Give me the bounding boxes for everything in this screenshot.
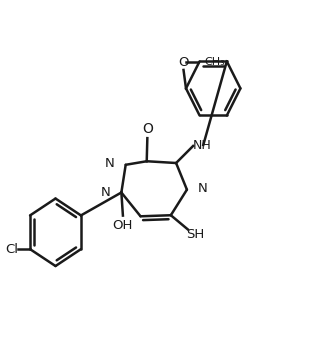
Text: OH: OH (113, 219, 133, 232)
Text: Cl: Cl (5, 243, 18, 256)
Text: CH₃: CH₃ (205, 57, 225, 67)
Text: O: O (178, 55, 189, 69)
Text: O: O (142, 122, 153, 136)
Text: SH: SH (187, 228, 205, 241)
Text: N: N (105, 156, 115, 170)
Text: NH: NH (193, 139, 212, 152)
Text: N: N (100, 186, 110, 199)
Text: N: N (197, 183, 207, 195)
